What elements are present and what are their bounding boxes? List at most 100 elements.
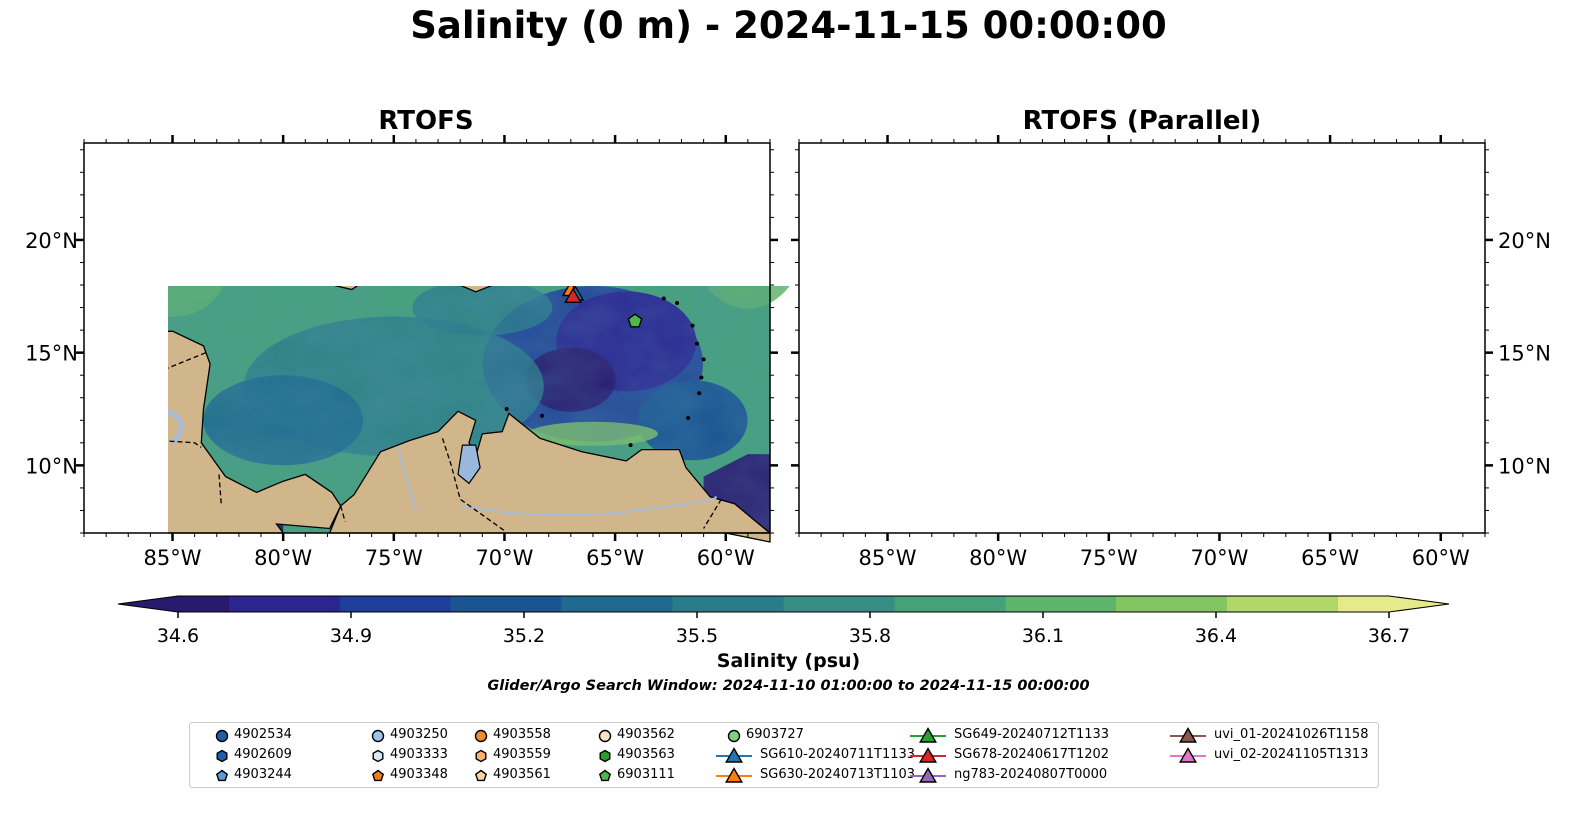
- obs-marker-2: [1219, 186, 1233, 200]
- axis-tick-labels: 85°W 80°W 75°W 70°W 65°W 60°W 85°W 80°W 75°W 70°W…: [25, 229, 1551, 570]
- lat-tick-label-right-0: 20°N: [1498, 229, 1551, 253]
- obs-marker-11: [382, 260, 396, 274]
- legend-marker-icon: [599, 749, 611, 763]
- legend-triangle-icon: [724, 747, 744, 763]
- lon-tick-label-left-5: 60°W: [697, 546, 755, 570]
- legend-triangle-icon: [1178, 747, 1198, 763]
- lat-tick-label-left-2: 10°N: [25, 454, 78, 478]
- obs-marker-2: [504, 186, 518, 200]
- map-panel-rtofs: [168, 163, 790, 543]
- legend-label: 4903558: [493, 727, 551, 742]
- lon-tick-label-right-5: 60°W: [1412, 546, 1470, 570]
- lon-tick-label-left-1: 80°W: [254, 546, 312, 570]
- figure-title: Salinity (0 m) - 2024-11-15 00:00:00: [410, 4, 1167, 47]
- obs-marker-7: [1402, 242, 1414, 256]
- legend-triangle-icon: [918, 767, 938, 783]
- obs-marker-17: [1311, 262, 1327, 276]
- obs-marker-6: [662, 226, 674, 240]
- obs-marker-13: [1271, 264, 1287, 278]
- legend-label: 4903559: [493, 747, 551, 762]
- legend-marker-icon: [215, 769, 229, 782]
- legend-label: 4903333: [390, 747, 448, 762]
- map-frame-left: [83, 142, 771, 534]
- legend-marker-icon: [1170, 747, 1206, 763]
- legend-label: SG649-20240712T1133: [954, 727, 1110, 742]
- legend-circle-icon: [598, 729, 612, 743]
- obs-marker-16: [1280, 289, 1296, 303]
- panel-title-right: RTOFS (Parallel): [1022, 106, 1262, 136]
- lon-tick-label-right-0: 85°W: [859, 546, 917, 570]
- lat-tick-label-right-2: 10°N: [1498, 454, 1551, 478]
- obs-marker-3: [511, 201, 525, 215]
- colorbar-label: Salinity (psu): [716, 650, 861, 672]
- legend-hexagon-icon: [216, 749, 228, 763]
- obs-marker-10: [361, 262, 374, 275]
- legend-label: 4903348: [390, 767, 448, 782]
- lon-tick-label-right-4: 65°W: [1301, 546, 1359, 570]
- obs-marker-7: [687, 242, 699, 256]
- lon-tick-label-right-2: 75°W: [1080, 546, 1138, 570]
- obs-marker-18: [1318, 271, 1334, 285]
- obs-marker-12: [1343, 314, 1356, 327]
- legend-pentagon-icon: [474, 769, 488, 782]
- obs-marker-10: [1076, 262, 1089, 275]
- legend-circle-icon: [371, 729, 385, 743]
- obs-marker-4: [1131, 163, 1144, 176]
- colorbar-ticks: 34.6 34.9 35.2 35.5 35.8 36.1 36.4 36.7: [157, 612, 1410, 647]
- legend-hexagon-icon: [599, 749, 611, 763]
- obs-marker-5: [1385, 195, 1398, 208]
- colorbar-bar: [117, 595, 1450, 613]
- lat-tick-label-right-1: 15°N: [1498, 342, 1551, 366]
- legend-label: 6903727: [746, 727, 804, 742]
- obs-marker-13: [556, 264, 572, 278]
- legend-circle-icon: [727, 729, 741, 743]
- legend-marker-icon: [1170, 727, 1206, 743]
- legend-label: ng783-20240807T0000: [954, 767, 1108, 782]
- obs-marker-14: [1278, 282, 1294, 296]
- obs-marker-16: [564, 287, 583, 304]
- legend-marker-icon: [910, 747, 946, 763]
- legend-marker-icon: [716, 747, 752, 763]
- obs-marker-3: [1226, 201, 1240, 215]
- legend-marker-icon: [910, 767, 946, 783]
- legend-marker-icon: [372, 749, 384, 763]
- colorbar-tick-label-0: 34.6: [157, 625, 199, 647]
- obs-marker-19: [594, 260, 610, 274]
- lon-tick-label-left-4: 65°W: [586, 546, 644, 570]
- legend-pentagon-icon: [371, 769, 385, 782]
- legend-label: 4902609: [234, 747, 292, 762]
- colorbar: 34.6 34.9 35.2 35.5 35.8 36.1 36.4 36.7: [117, 595, 1450, 647]
- obs-marker-9: [215, 269, 227, 283]
- legend-label: 4903561: [493, 767, 551, 782]
- legend-label: SG678-20240617T1202: [954, 747, 1110, 762]
- legend-pentagon-icon: [215, 769, 229, 782]
- legend-label: SG630-20240713T1103: [760, 767, 916, 782]
- colorbar-tick-label-4: 35.8: [849, 625, 891, 647]
- legend-marker-icon: [910, 727, 946, 743]
- legend-marker-icon: [716, 767, 752, 783]
- legend-pentagon-icon: [598, 769, 612, 782]
- search-window-caption: Glider/Argo Search Window: 2024-11-10 01…: [487, 678, 1090, 694]
- legend-label: 4903562: [617, 727, 675, 742]
- obs-marker-4: [416, 163, 429, 176]
- legend-marker-icon: [727, 729, 741, 743]
- legend-marker-icon: [598, 729, 612, 743]
- lon-tick-label-right-1: 80°W: [969, 546, 1027, 570]
- obs-marker-17: [596, 262, 612, 276]
- legend-marker-icon: [371, 769, 385, 782]
- obs-marker-6: [1377, 226, 1389, 240]
- lat-tick-label-left-0: 20°N: [25, 229, 78, 253]
- lon-tick-label-right-3: 70°W: [1190, 546, 1248, 570]
- lat-tick-label-left-1: 15°N: [25, 342, 78, 366]
- legend-label: 4903244: [234, 767, 292, 782]
- legend-hexagon-icon: [475, 749, 487, 763]
- legend: 4902534 4902609 4903244 4903250 4903333 49033…: [189, 722, 1379, 788]
- colorbar-tick-label-2: 35.2: [503, 625, 545, 647]
- lon-tick-label-left-3: 70°W: [475, 546, 533, 570]
- colorbar-tick-label-7: 36.7: [1368, 625, 1410, 647]
- legend-marker-icon: [475, 749, 487, 763]
- colorbar-tick-label-5: 36.1: [1022, 625, 1064, 647]
- map-frame-right: [798, 142, 1486, 534]
- legend-circle-icon: [215, 729, 229, 743]
